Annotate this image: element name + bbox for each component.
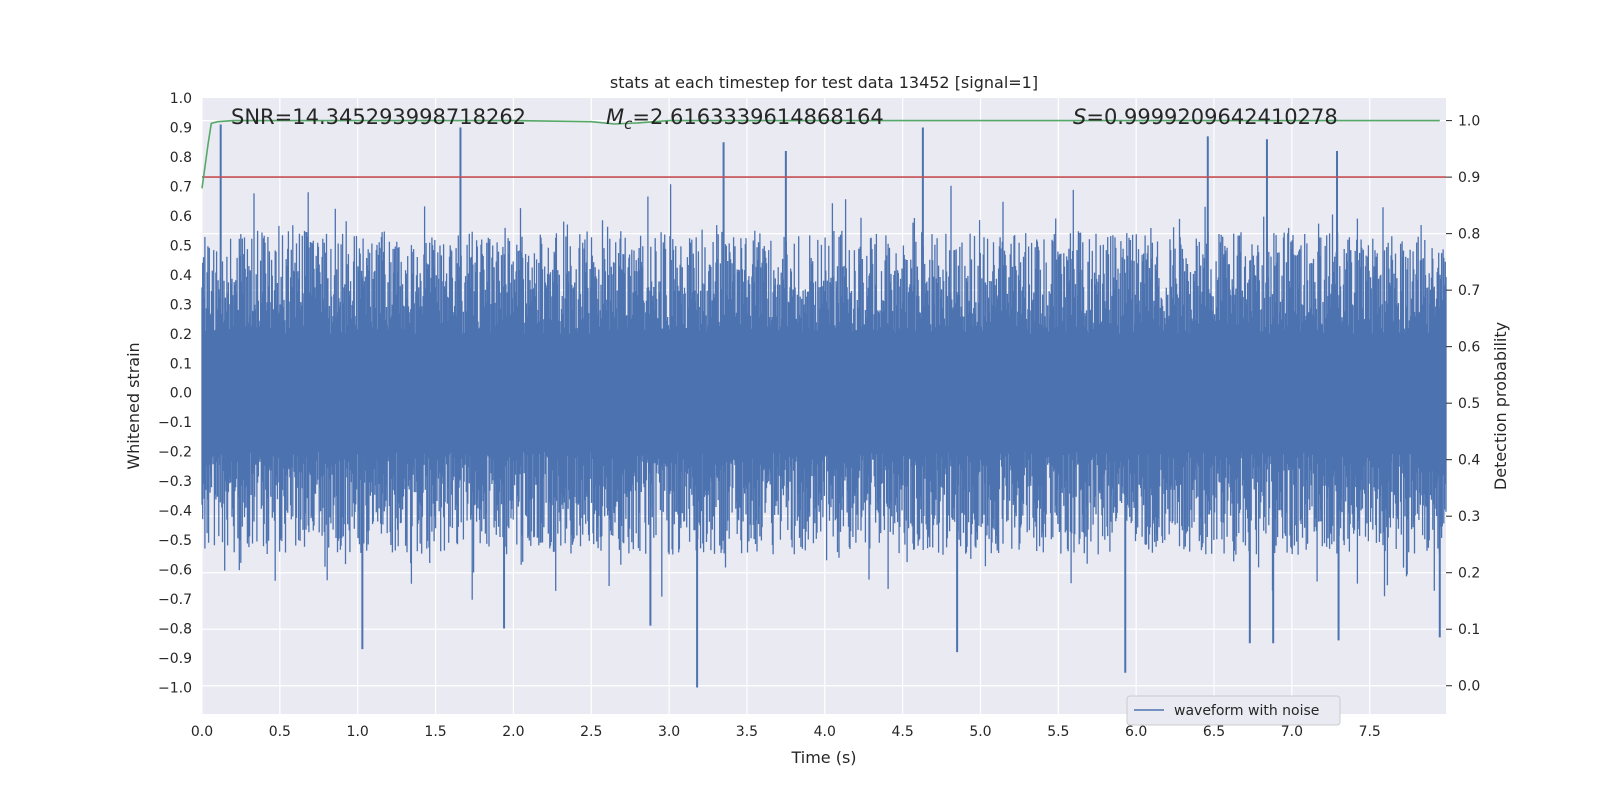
y-tick-label: 0.4 xyxy=(170,268,192,284)
snr-annotation: SNR=14.345293998718262 xyxy=(231,105,526,129)
tick-labels: 0.0 0.5 1.0 1.5 2.0 2.5 3.0 3.5 4.0 4.5 5.0 5.5 6.0 6… xyxy=(158,91,1480,740)
y-axis-label: Whitened strain xyxy=(124,342,143,469)
x-tick-label: 5.5 xyxy=(1047,724,1069,740)
x-tick-label: 6.0 xyxy=(1125,724,1147,740)
y-tick-label: −0.2 xyxy=(158,445,192,461)
x-tick-label: 1.5 xyxy=(424,724,446,740)
x-tick-label: 7.0 xyxy=(1281,724,1303,740)
y-tick-label: 0.0 xyxy=(170,386,192,402)
y2-tick-label: 0.6 xyxy=(1458,340,1480,356)
x-tick-label: 3.5 xyxy=(736,724,758,740)
y-tick-label: −0.3 xyxy=(158,474,192,490)
y2-tick-label: 0.2 xyxy=(1458,566,1480,582)
y-tick-label: −0.8 xyxy=(158,622,192,638)
y2-tick-label: 0.5 xyxy=(1458,396,1480,412)
y-tick-label: −0.7 xyxy=(158,592,192,608)
y-tick-label: −0.9 xyxy=(158,651,192,667)
y-tick-label: −0.5 xyxy=(158,533,192,549)
y2-tick-label: 0.7 xyxy=(1458,283,1480,299)
y-tick-label: 1.0 xyxy=(170,91,192,107)
probability-layer xyxy=(201,119,1446,189)
y2-tick-label: 1.0 xyxy=(1458,114,1480,130)
y2-tick-label: 0.9 xyxy=(1458,170,1480,186)
mc-subscript: c xyxy=(624,115,633,133)
y2-tick-label: 0.0 xyxy=(1458,679,1480,695)
y2-tick-label: 0.1 xyxy=(1458,622,1480,638)
y-tick-label: 0.2 xyxy=(170,327,192,343)
mc-value: =2.6163339614868164 xyxy=(632,105,883,129)
s-value: =0.9999209642410278 xyxy=(1086,105,1337,129)
x-tick-label: 0.0 xyxy=(191,724,213,740)
x-axis-label: Time (s) xyxy=(790,748,856,767)
x-tick-label: 2.0 xyxy=(502,724,524,740)
x-tick-label: 2.5 xyxy=(580,724,602,740)
s-annotation: S=0.9999209642410278 xyxy=(1073,105,1338,129)
mc-symbol: M xyxy=(606,105,624,129)
y-tick-label: 0.1 xyxy=(170,356,192,372)
mc-annotation: Mc=2.6163339614868164 xyxy=(606,105,884,133)
x-tick-label: 4.5 xyxy=(891,724,913,740)
detection-probability-line xyxy=(201,119,1440,189)
y-tick-label: −0.6 xyxy=(158,563,192,579)
chart-title: stats at each timestep for test data 134… xyxy=(610,73,1038,92)
y-tick-label: 0.7 xyxy=(170,179,192,195)
waveform-layer xyxy=(201,124,1447,688)
x-tick-label: 7.5 xyxy=(1359,724,1381,740)
legend: waveform with noise xyxy=(1126,695,1341,726)
x-tick-label: 0.5 xyxy=(269,724,291,740)
y-tick-label: −0.4 xyxy=(158,504,192,520)
y-tick-label: 0.6 xyxy=(170,209,192,225)
y-tick-label: 0.8 xyxy=(170,150,192,166)
y-tick-label: 0.9 xyxy=(170,120,192,136)
x-tick-label: 5.0 xyxy=(969,724,991,740)
x-tick-label: 3.0 xyxy=(658,724,680,740)
y-tick-label: 0.5 xyxy=(170,238,192,254)
x-tick-label: 1.0 xyxy=(347,724,369,740)
legend-label-waveform: waveform with noise xyxy=(1174,703,1319,719)
y2-tick-label: 0.4 xyxy=(1458,453,1480,469)
legend-box xyxy=(1126,695,1341,726)
x-tick-label: 6.5 xyxy=(1203,724,1225,740)
y-tick-label: −1.0 xyxy=(158,680,192,696)
y2-tick-label: 0.8 xyxy=(1458,227,1480,243)
x-tick-label: 4.0 xyxy=(814,724,836,740)
y2-tick-label: 0.3 xyxy=(1458,509,1480,525)
y2-axis-label: Detection probability xyxy=(1491,322,1510,490)
waveform-noise xyxy=(201,184,1447,600)
y-tick-label: −0.1 xyxy=(158,415,192,431)
s-symbol: S xyxy=(1073,105,1086,129)
y-tick-label: 0.3 xyxy=(170,297,192,313)
